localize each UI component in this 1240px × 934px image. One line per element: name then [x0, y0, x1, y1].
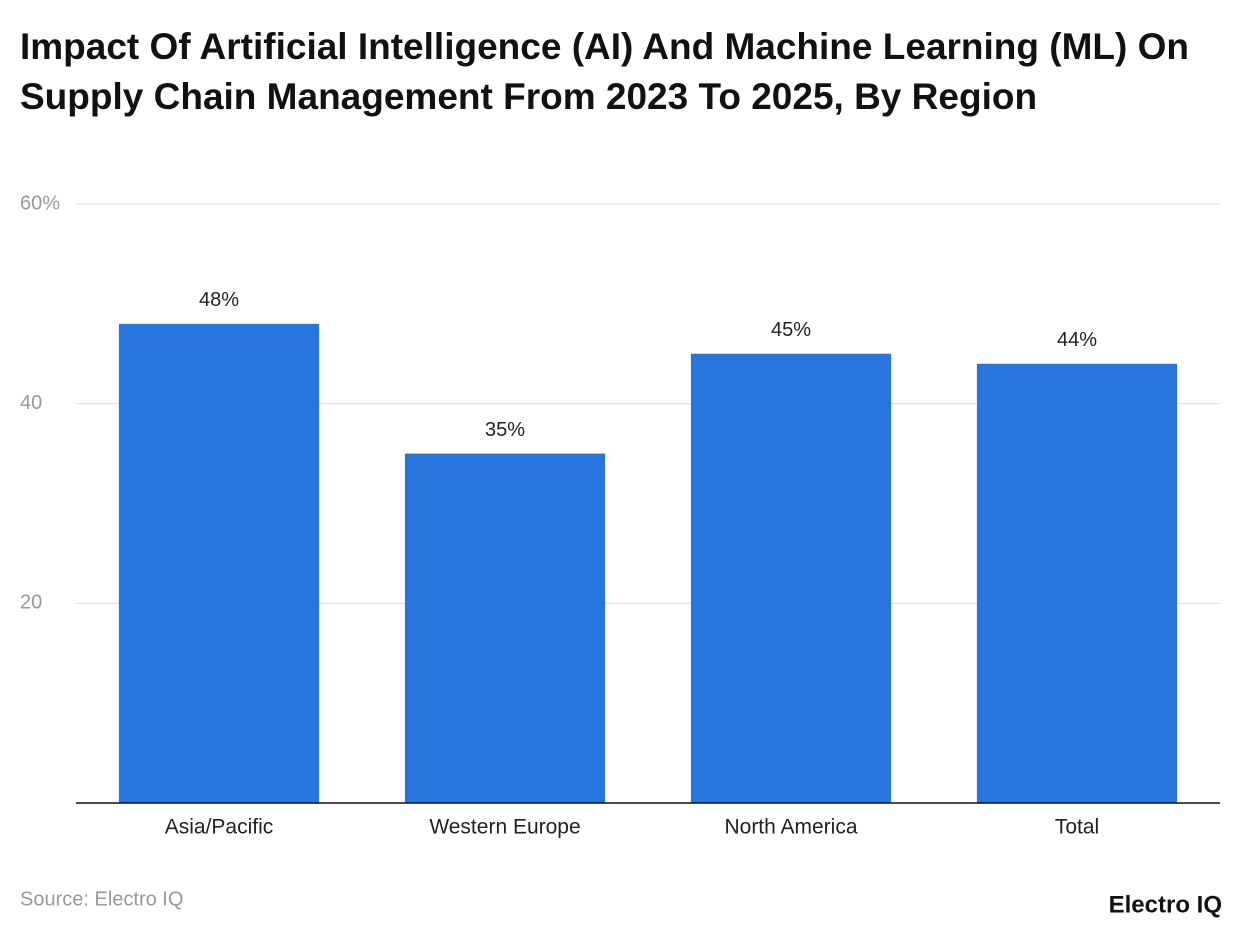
bar — [404, 453, 606, 803]
value-label: 35% — [485, 419, 525, 441]
value-label: 48% — [199, 289, 239, 311]
y-tick-label: 40 — [20, 392, 42, 414]
bar — [690, 353, 892, 803]
chart-title: Impact Of Artificial Intelligence (AI) A… — [20, 26, 1190, 117]
y-tick-label: 20 — [20, 592, 42, 614]
value-label: 45% — [771, 319, 811, 341]
source: Source: Electro IQ — [20, 888, 183, 910]
bar — [976, 363, 1178, 803]
y-tick-label: 60% — [20, 192, 60, 214]
value-label: 44% — [1057, 329, 1097, 351]
x-tick-label: Western Europe — [429, 816, 580, 839]
x-tick-label: Total — [1055, 816, 1099, 839]
bar — [118, 323, 320, 803]
x-tick-label: North America — [724, 816, 857, 839]
brand: Electro IQ — [1109, 891, 1222, 918]
x-tick-label: Asia/Pacific — [165, 816, 274, 839]
